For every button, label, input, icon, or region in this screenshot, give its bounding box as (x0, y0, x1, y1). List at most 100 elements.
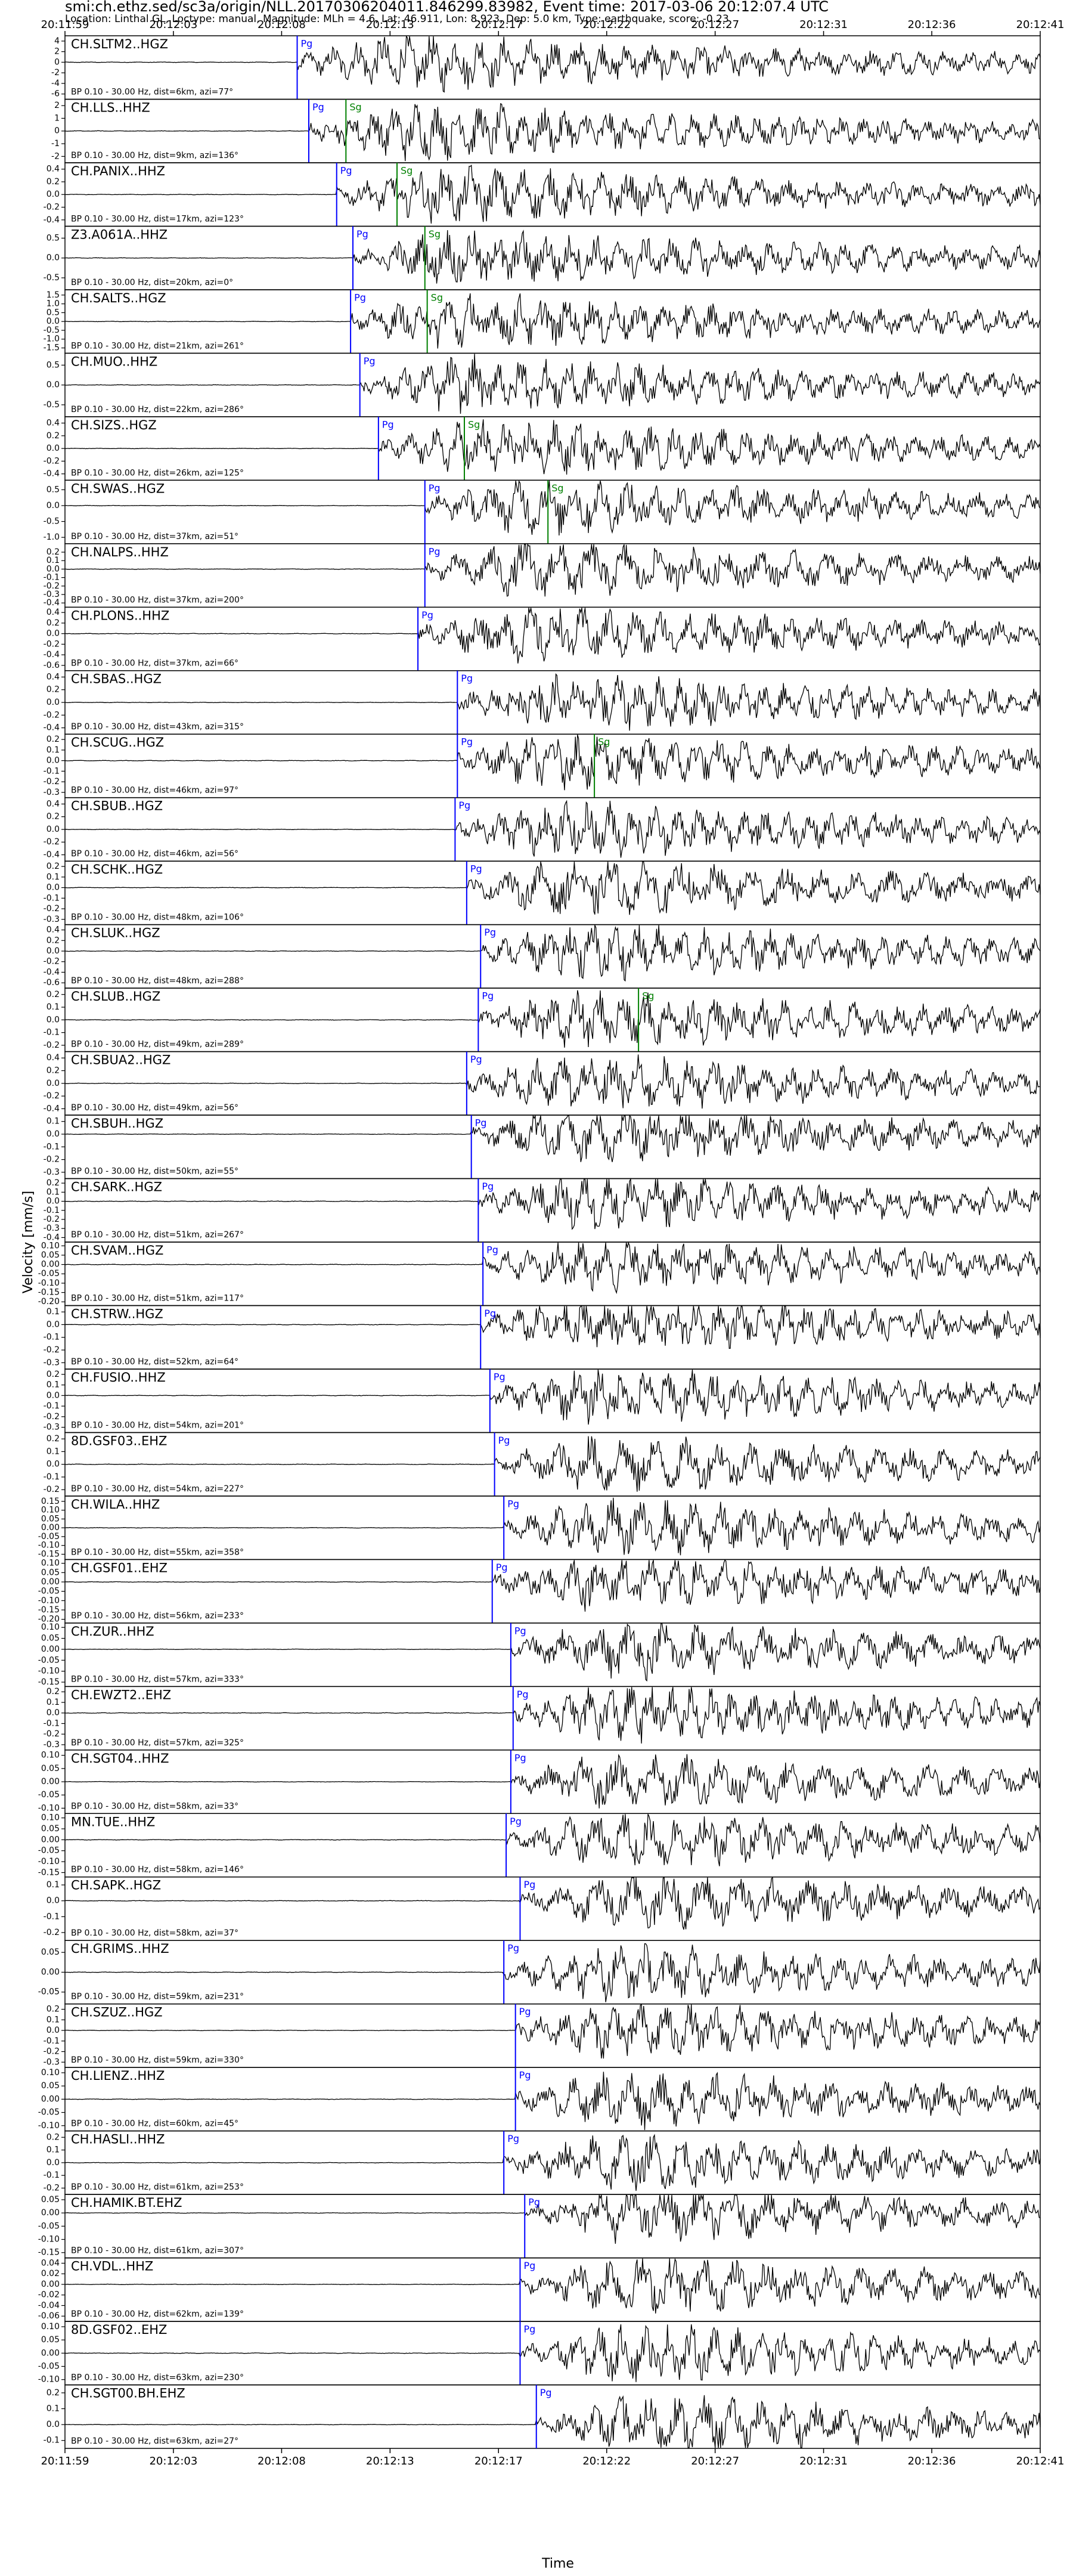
waveform (64, 1436, 1041, 1492)
y-tick-label: 0.0 (46, 946, 60, 956)
waveform (64, 2395, 1041, 2448)
y-tick-label: 0.0 (46, 253, 60, 263)
x-tick-label-top: 20:12:31 (799, 18, 848, 31)
trace-panel: 0.4 0.2 0.0 -0.2 -0.4 Pg CH.SBUB..HGZ BP 0.10 -… (44, 797, 1041, 862)
filter-info: BP 0.10 - 30.00 Hz, dist=22km, azi=286° (71, 405, 244, 414)
y-tick-label: -0.2 (44, 456, 60, 466)
y-tick-label: -0.3 (44, 1358, 60, 1367)
y-tick-label: -0.1 (44, 2171, 60, 2180)
waveform (64, 480, 1041, 536)
y-tick-label: -0.05 (38, 1987, 60, 1997)
y-tick-label: -0.3 (44, 1168, 60, 1177)
y-tick-label: -0.20 (38, 1615, 60, 1624)
waveform (64, 2134, 1041, 2191)
y-tick-label: 0.0 (46, 698, 60, 707)
y-tick-label: 0.05 (41, 1634, 60, 1643)
trace-panel: 0.10 0.05 0.00-0.05 -0.10-0.15 Pg CH.ZUR..HHZ… (38, 1623, 1041, 1688)
trace-panel: 0.2 0.1 0.0 -0.1 -0.2 Pg CH.HASLI..HHZ BP 0.10 … (44, 2130, 1041, 2195)
y-tick-label: 0.2 (46, 2005, 60, 2014)
pick-label: Pg (523, 1879, 535, 1890)
filter-info: BP 0.10 - 30.00 Hz, dist=43km, azi=315° (71, 722, 244, 732)
y-tick-label: -0.05 (38, 1846, 60, 1856)
station-label: CH.WILA..HHZ (71, 1497, 160, 1512)
waveform (64, 35, 1041, 93)
y-tick-label: -0.1 (44, 2436, 60, 2445)
y-tick-label: 0.0 (46, 825, 60, 834)
y-tick-label: -2 (51, 68, 60, 78)
pick-label: Sg (642, 990, 654, 1002)
y-axis-label: Velocity [mm/s] (21, 1191, 36, 1293)
y-tick-label: 0.0 (46, 380, 60, 390)
waveform (64, 293, 1041, 349)
filter-info: BP 0.10 - 30.00 Hz, dist=58km, azi=146° (71, 1865, 244, 1875)
trace-panel: 0.20.10.0-0.1-0.2-0.3 Pg CH.FUSIO..HHZ BP 0… (44, 1368, 1041, 1433)
trace-panel: 0.20.10.0-0.1-0.2-0.3-0.4 Pg CH.NALPS..HHZ… (44, 543, 1041, 608)
y-tick-label: -0.04 (38, 2301, 60, 2310)
x-tick-label: 20:11:59 (41, 2455, 89, 2467)
station-label: CH.SCHK..HGZ (71, 862, 163, 877)
waveform (64, 1877, 1041, 1930)
y-tick-label: 0.10 (41, 1751, 60, 1760)
pick-label: Pg (540, 2387, 552, 2398)
y-tick-label: -0.1 (44, 1142, 60, 1151)
waveform (64, 543, 1041, 597)
filter-info: BP 0.10 - 30.00 Hz, dist=48km, azi=106° (71, 913, 244, 922)
y-tick-label: 0.2 (46, 1066, 60, 1076)
pick-label: Pg (475, 1117, 487, 1129)
waveform (64, 1814, 1041, 1866)
pick-label: Pg (514, 1625, 526, 1636)
y-tick-label: 0.0 (46, 883, 60, 893)
pick-label: Sg (429, 228, 441, 240)
station-label: CH.SLUB..HGZ (71, 989, 160, 1004)
pick-label: Pg (429, 482, 441, 494)
station-label: CH.LLS..HHZ (71, 100, 150, 114)
y-tick-label: -0.1 (44, 1401, 60, 1411)
x-tick-label: 20:12:17 (475, 2455, 523, 2467)
y-tick-label: -0.02 (38, 2290, 60, 2300)
trace-panel: 2 1 0 -1 -2 Pg Sg CH.LLS..HHZ BP 0.10 - 30.00 Hz… (51, 98, 1041, 163)
y-tick-label: -0.15 (38, 1605, 60, 1615)
y-tick-label: 0.00 (41, 1645, 60, 1654)
trace-panel: 0.2 0.1 0.0 -0.1 Pg CH.SGT00.BH.EHZ BP 0.10 - … (44, 2384, 1041, 2449)
filter-info: BP 0.10 - 30.00 Hz, dist=49km, azi=56° (71, 1103, 238, 1113)
y-tick-label: 0.10 (41, 1559, 60, 1568)
waveform (65, 103, 1041, 162)
y-tick-label: 0 (54, 126, 60, 136)
y-tick-label: -0.10 (38, 1803, 60, 1813)
waveform (64, 1305, 1041, 1349)
waveform (64, 419, 1041, 475)
y-tick-label: 0.05 (41, 2081, 60, 2091)
pick-label: Pg (301, 38, 313, 49)
trace-panel: 0.10 0.05 0.00 -0.05 -0.10 Pg 8D.GSF02..EHZ BP … (38, 2321, 1041, 2386)
y-tick-label: 0.02 (41, 2269, 60, 2278)
pick-label: Pg (470, 863, 482, 875)
y-tick-label: 0.4 (46, 672, 60, 682)
y-tick-label: 0.4 (46, 799, 60, 809)
filter-info: BP 0.10 - 30.00 Hz, dist=37km, azi=66° (71, 659, 238, 668)
y-tick-label: -0.15 (38, 1868, 60, 1877)
y-tick-label: -0.3 (44, 1224, 60, 1233)
y-tick-label: -0.1 (44, 1472, 60, 1482)
station-label: CH.ZUR..HHZ (71, 1624, 154, 1639)
y-tick-label: 0.2 (46, 618, 60, 628)
y-tick-label: -0.6 (44, 978, 60, 987)
trace-panel: 0.05 0.00 -0.05 Pg CH.GRIMS..HHZ BP 0.10 - 30… (38, 1940, 1041, 2005)
y-tick-label: 0.05 (41, 2195, 60, 2205)
y-tick-label: 0.1 (46, 2404, 60, 2413)
waveform (64, 861, 1041, 915)
trace-panel: 0.2 0.1 0.0 -0.1 -0.2 Pg 8D.GSF03..EHZ BP 0.10 … (44, 1432, 1041, 1497)
y-tick-label: -6 (51, 89, 60, 99)
pick-label: Pg (461, 736, 473, 748)
y-tick-label: -0.2 (44, 1412, 60, 1422)
y-tick-label: 0.00 (41, 2280, 60, 2289)
y-tick-label: 0.1 (46, 1380, 60, 1390)
y-tick-label: 0.2 (46, 177, 60, 187)
y-tick-label: 1 (54, 113, 60, 123)
x-tick-label: 20:12:08 (258, 2455, 306, 2467)
station-label: CH.PANIX..HHZ (71, 164, 165, 178)
pick-label: Pg (484, 1308, 496, 1319)
trace-panel: 0.5 0.0 -0.5 -1.0 Pg Sg CH.SWAS..HGZ BP 0.10 - … (44, 479, 1041, 544)
x-tick-label-top: 20:12:17 (475, 18, 523, 31)
trace-panel: 0.4 0.2 0.0 -0.2 -0.4 Pg CH.SBUA2..HGZ BP 0.10 … (44, 1051, 1041, 1116)
y-tick-label: 0.2 (46, 547, 60, 557)
